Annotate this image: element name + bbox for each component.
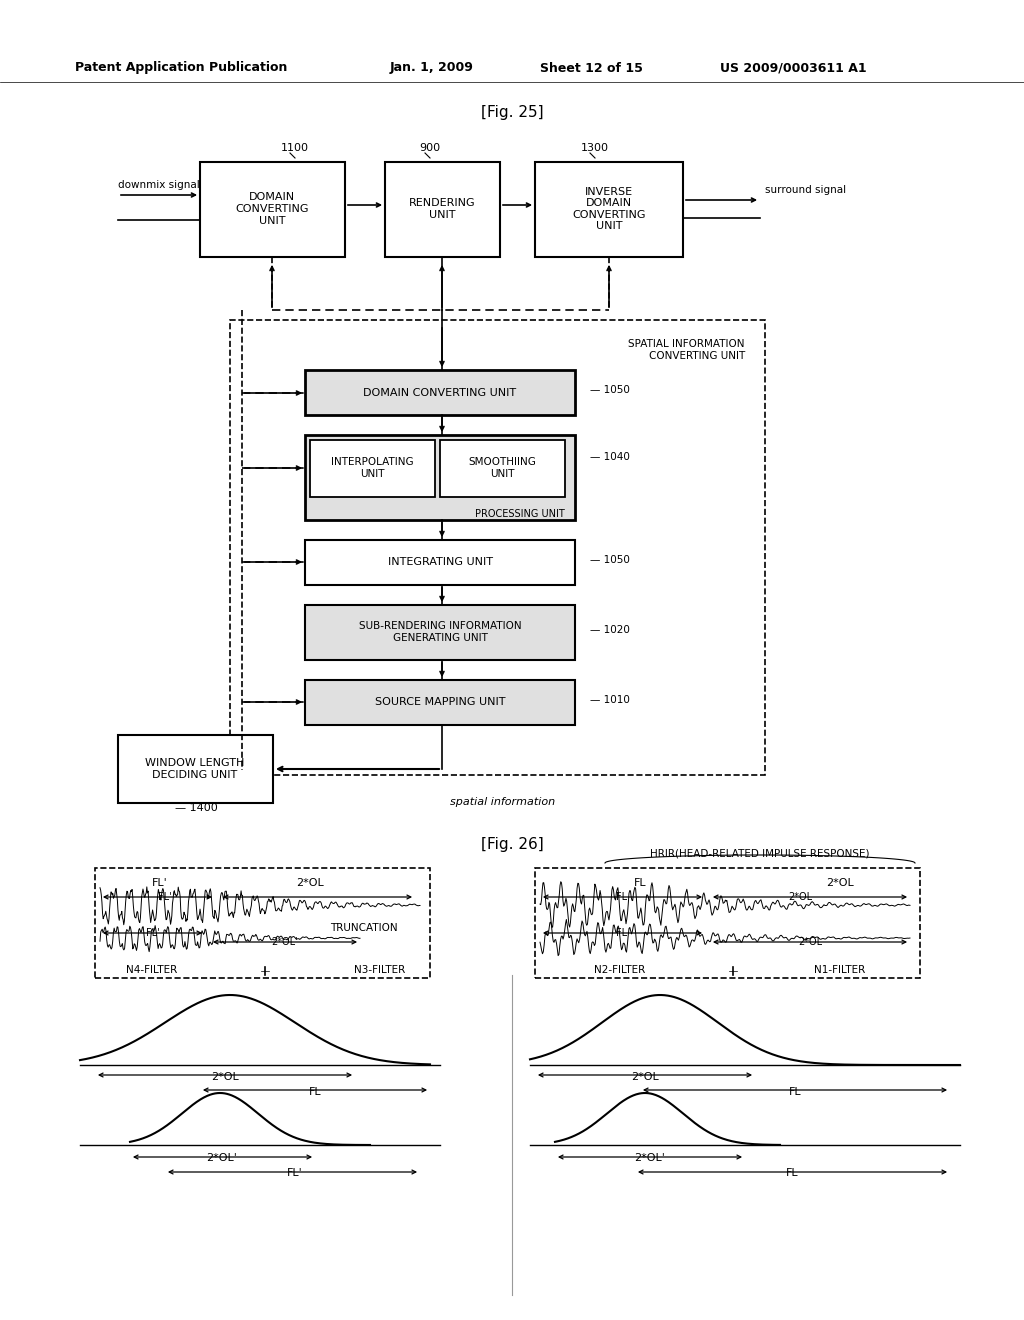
Bar	[305, 605, 575, 660]
Bar	[200, 162, 345, 257]
Text: — 1010: — 1010	[590, 696, 630, 705]
Text: 2*OL': 2*OL'	[271, 937, 298, 946]
Bar	[535, 869, 920, 978]
Text: [Fig. 25]: [Fig. 25]	[480, 104, 544, 120]
Text: downmix signal: downmix signal	[118, 180, 200, 190]
Text: SOURCE MAPPING UNIT: SOURCE MAPPING UNIT	[375, 697, 505, 708]
Text: TRUNCATION: TRUNCATION	[330, 923, 397, 933]
Text: FL: FL	[788, 1086, 802, 1097]
Bar	[535, 162, 683, 257]
Text: SPATIAL INFORMATION
CONVERTING UNIT: SPATIAL INFORMATION CONVERTING UNIT	[629, 339, 745, 360]
Bar	[95, 869, 430, 978]
Text: surround signal: surround signal	[765, 185, 846, 195]
Text: DOMAIN CONVERTING UNIT: DOMAIN CONVERTING UNIT	[364, 388, 516, 399]
Text: US 2009/0003611 A1: US 2009/0003611 A1	[720, 62, 866, 74]
Text: 1100: 1100	[281, 143, 309, 153]
Text: DOMAIN
CONVERTING
UNIT: DOMAIN CONVERTING UNIT	[236, 193, 309, 226]
Text: INTERPOLATING
UNIT: INTERPOLATING UNIT	[331, 457, 414, 479]
Text: FL': FL'	[158, 892, 172, 902]
Text: N4-FILTER: N4-FILTER	[126, 965, 177, 975]
Bar	[305, 540, 575, 585]
Text: HRIR(HEAD-RELATED IMPULSE RESPONSE): HRIR(HEAD-RELATED IMPULSE RESPONSE)	[650, 847, 869, 858]
Text: — 1050: — 1050	[590, 554, 630, 565]
Bar	[305, 436, 575, 520]
Text: N2-FILTER: N2-FILTER	[594, 965, 645, 975]
Bar	[310, 440, 435, 498]
Bar	[440, 440, 565, 498]
Text: SUB-RENDERING INFORMATION
GENERATING UNIT: SUB-RENDERING INFORMATION GENERATING UNI…	[358, 622, 521, 643]
Text: 2*OL: 2*OL	[826, 878, 854, 888]
Text: FL: FL	[616, 892, 628, 902]
Text: 2*OL: 2*OL	[787, 892, 812, 902]
Text: spatial information: spatial information	[450, 797, 555, 807]
Bar	[385, 162, 500, 257]
Text: — 1040: — 1040	[590, 451, 630, 462]
Text: FL: FL	[634, 878, 646, 888]
Text: Patent Application Publication: Patent Application Publication	[75, 62, 288, 74]
Bar	[230, 319, 765, 775]
Text: N1-FILTER: N1-FILTER	[814, 965, 865, 975]
Text: SMOOTHIING
UNIT: SMOOTHIING UNIT	[468, 457, 536, 479]
Text: Jan. 1, 2009: Jan. 1, 2009	[390, 62, 474, 74]
Text: PROCESSING UNIT: PROCESSING UNIT	[475, 510, 565, 519]
Text: — 1400: — 1400	[175, 803, 218, 813]
Text: FL: FL	[785, 1168, 799, 1177]
Bar	[118, 735, 273, 803]
Text: FL': FL'	[152, 878, 168, 888]
Text: FL: FL	[616, 928, 628, 939]
Text: Sheet 12 of 15: Sheet 12 of 15	[540, 62, 643, 74]
Text: N3-FILTER: N3-FILTER	[354, 965, 406, 975]
Text: 1300: 1300	[581, 143, 609, 153]
Text: 2*OL: 2*OL	[631, 1072, 658, 1082]
Text: FL': FL'	[146, 928, 160, 939]
Text: INVERSE
DOMAIN
CONVERTING
UNIT: INVERSE DOMAIN CONVERTING UNIT	[572, 186, 646, 231]
Text: — 1020: — 1020	[590, 624, 630, 635]
Text: 2*OL: 2*OL	[211, 1072, 239, 1082]
Text: RENDERING
UNIT: RENDERING UNIT	[409, 198, 475, 220]
Text: [Fig. 26]: [Fig. 26]	[480, 837, 544, 853]
Text: 2*OL': 2*OL'	[207, 1152, 238, 1163]
Text: FL: FL	[308, 1086, 322, 1097]
Text: 2*OL: 2*OL	[798, 937, 822, 946]
Bar	[305, 680, 575, 725]
Text: 2*OL': 2*OL'	[635, 1152, 666, 1163]
Text: 2*OL: 2*OL	[296, 878, 324, 888]
Text: INTEGRATING UNIT: INTEGRATING UNIT	[387, 557, 493, 568]
Text: FL': FL'	[287, 1168, 303, 1177]
Text: WINDOW LENGTH
DECIDING UNIT: WINDOW LENGTH DECIDING UNIT	[145, 758, 245, 780]
Text: 900: 900	[420, 143, 440, 153]
Bar	[305, 370, 575, 414]
Text: — 1050: — 1050	[590, 385, 630, 395]
